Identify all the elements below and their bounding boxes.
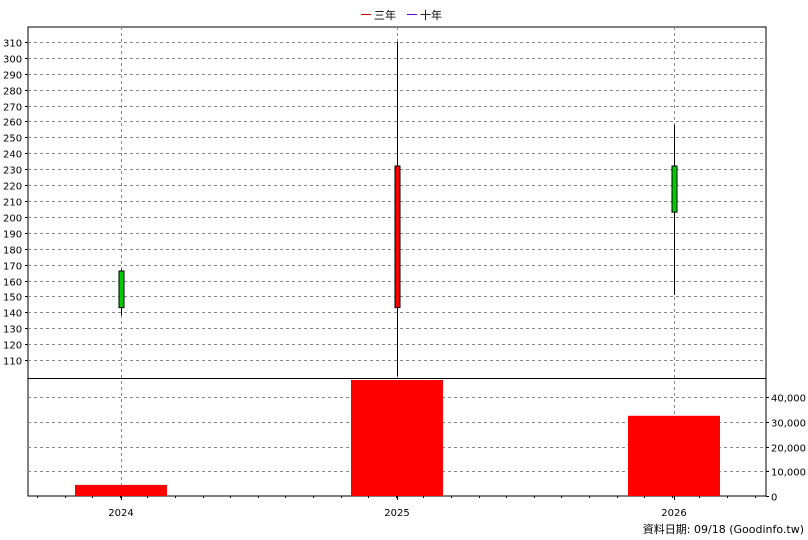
price-tick-label: 210 [3,198,22,209]
volume-tick-label: 10,000 [771,468,806,479]
price-tick-label: 270 [3,103,22,114]
price-tick-label: 140 [3,309,22,320]
price-tick-label: 290 [3,71,22,82]
x-tick-label: 2024 [108,508,133,519]
x-tick-label: 2026 [661,508,686,519]
price-tick-label: 170 [3,262,22,273]
volume-tick-label: 20,000 [771,444,806,455]
axes: 110 120 130 140 150 160 170 180 190 200 210 220 230 2… [3,39,806,520]
legend-label-1: 十年 [420,8,442,22]
price-tick-label: 130 [3,325,22,336]
price-tick-label: 180 [3,246,22,257]
legend: 三年 十年 [361,8,442,22]
volume-tick-label: 30,000 [771,419,806,430]
price-tick-label: 250 [3,134,22,145]
candle-body-2026 [671,165,678,213]
volume-tick-label: 0 [771,493,777,504]
candle-body-2024 [118,270,125,309]
price-tick-label: 190 [3,230,22,241]
price-tick-label: 160 [3,278,22,289]
price-tick-label: 300 [3,55,22,66]
volume-tick-label: 40,000 [771,394,806,405]
price-tick-label: 150 [3,293,22,304]
price-tick-label: 260 [3,118,22,129]
volume-bar-2026 [628,415,720,496]
price-tick-label: 120 [3,341,22,352]
candle-body-2025 [394,165,401,309]
price-tick-label: 230 [3,166,22,177]
x-tick-label: 2025 [384,508,409,519]
price-tick-label: 200 [3,214,22,225]
volume-bar-2025 [351,380,443,496]
legend-label-0: 三年 [374,8,396,22]
price-candles [118,41,678,376]
price-tick-label: 240 [3,150,22,161]
price-tick-label: 110 [3,357,22,368]
price-tick-label: 280 [3,87,22,98]
footer-source-date: 資料日期: 09/18 (Goodinfo.tw) [643,522,804,536]
volume-bars [75,380,720,496]
price-tick-label: 220 [3,182,22,193]
volume-bar-2024 [75,484,167,496]
price-tick-label: 310 [3,39,22,50]
